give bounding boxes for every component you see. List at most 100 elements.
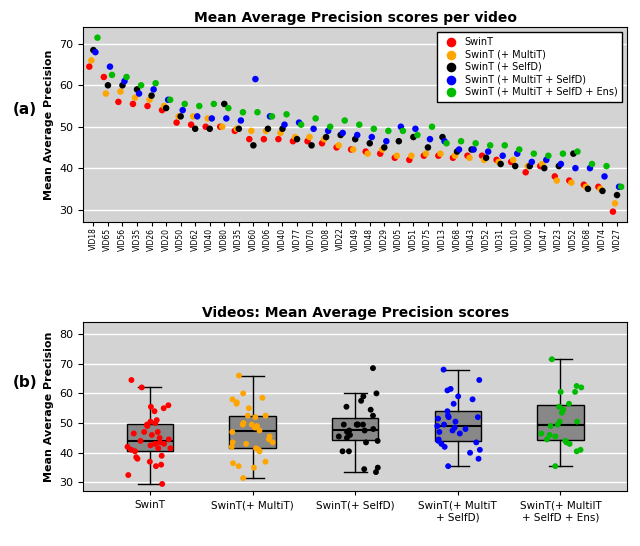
Point [280, 120, 290, 129]
Point [437, 133, 447, 141]
Point [302, 137, 312, 146]
Point [454, 429, 465, 438]
Point [238, 108, 248, 117]
Point [150, 440, 160, 448]
Point [452, 147, 462, 156]
Point [363, 149, 373, 158]
Point [151, 462, 161, 471]
Point [348, 145, 358, 154]
Point [142, 422, 152, 430]
Point [438, 365, 449, 374]
Point [572, 447, 582, 456]
Point [243, 411, 253, 420]
Point [412, 130, 422, 139]
Point [356, 396, 366, 405]
Point [471, 438, 481, 447]
Point [290, 133, 300, 141]
Point [132, 454, 143, 463]
Point [345, 431, 355, 440]
Point [228, 459, 238, 467]
Point [128, 99, 138, 108]
Point [433, 151, 444, 160]
Point [561, 438, 572, 447]
Point [477, 151, 487, 160]
Point [339, 420, 349, 429]
Point [550, 462, 561, 471]
Point [227, 428, 237, 436]
Point [254, 426, 264, 435]
Point [307, 141, 317, 150]
Point [442, 139, 452, 147]
Point [445, 384, 456, 393]
Point [353, 420, 363, 429]
Point [568, 149, 579, 158]
Point [576, 383, 586, 392]
Point [352, 130, 362, 139]
Point [556, 159, 566, 168]
Point [595, 185, 605, 193]
Point [145, 441, 156, 450]
Point [485, 141, 495, 150]
Point [514, 145, 524, 154]
Point [165, 96, 175, 104]
Point [423, 143, 433, 152]
Point [217, 122, 227, 131]
Point [335, 130, 346, 139]
Point [575, 446, 586, 454]
Point [190, 124, 200, 133]
Point [545, 422, 556, 430]
Point [460, 425, 470, 434]
Point [246, 127, 257, 135]
Point [255, 447, 265, 456]
Point [146, 402, 156, 411]
Point [570, 164, 580, 173]
Point [157, 452, 167, 460]
Point [234, 124, 244, 133]
Point [510, 162, 520, 170]
Point [444, 413, 454, 422]
Point [142, 102, 152, 110]
Point [352, 420, 362, 429]
Point [209, 99, 219, 108]
Point [342, 434, 352, 442]
Point [442, 386, 452, 395]
Point [241, 440, 252, 448]
Point [340, 116, 350, 125]
Point [131, 453, 141, 461]
Point [435, 149, 445, 158]
Point [288, 137, 298, 146]
Point [100, 89, 111, 98]
Point [557, 408, 567, 417]
Point [450, 151, 460, 160]
Point [115, 87, 125, 96]
Point [147, 91, 157, 100]
Point [203, 114, 213, 123]
Point [383, 127, 394, 135]
Point [123, 471, 133, 479]
Point [88, 46, 99, 55]
Point [148, 85, 159, 94]
Point [227, 442, 237, 451]
Point [145, 96, 155, 104]
Point [369, 124, 379, 133]
Point [372, 463, 383, 472]
Legend: SwinT, SwinT (+ MultiT), SwinT (+ SelfD), SwinT (+ MultiT + SelfD), SwinT (+ Mul: SwinT, SwinT (+ MultiT), SwinT (+ SelfD)… [436, 32, 622, 102]
Point [473, 413, 483, 422]
Point [451, 417, 461, 426]
Point [275, 128, 285, 137]
Point [475, 446, 485, 454]
Point [564, 440, 575, 448]
Point [294, 118, 304, 127]
Point [432, 422, 442, 430]
Point [493, 158, 504, 167]
Point [479, 156, 489, 164]
Point [194, 102, 204, 110]
Point [200, 122, 211, 131]
Point [130, 447, 140, 456]
Point [419, 151, 429, 160]
Point [483, 147, 493, 156]
Point [552, 420, 563, 429]
Point [232, 124, 242, 133]
Point [351, 420, 362, 429]
Point [404, 156, 415, 164]
